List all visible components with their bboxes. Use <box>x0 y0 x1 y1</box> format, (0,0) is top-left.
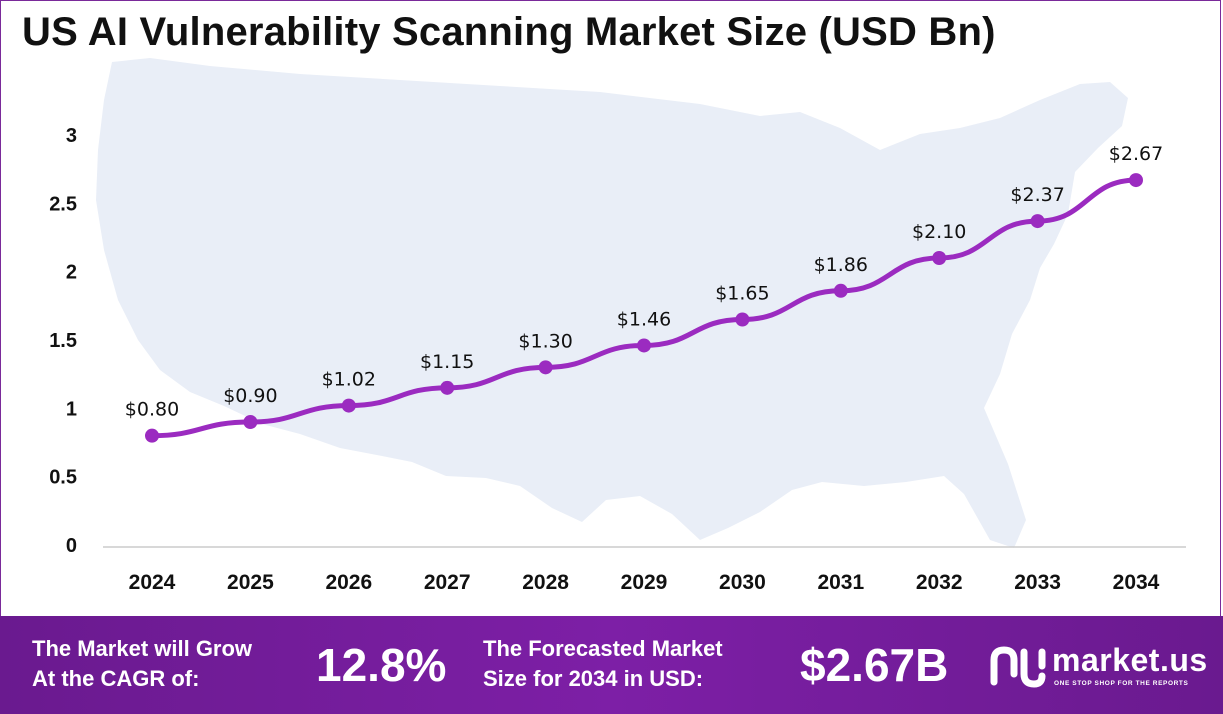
chart-area: 00.511.522.53 2024 2025 2026 2027 2028 2029 20… <box>49 58 1186 594</box>
market-us-logo[interactable]: market.us ONE STOP SHOP FOR THE REPORTS <box>988 640 1213 696</box>
y-tick-label: 2.5 <box>49 193 77 215</box>
data-label: $1.46 <box>617 308 671 330</box>
x-tick-label: 2026 <box>325 571 372 594</box>
x-tick-label: 2029 <box>621 571 668 594</box>
data-point <box>341 398 356 413</box>
logo-tagline: ONE STOP SHOP FOR THE REPORTS <box>1054 680 1189 687</box>
x-tick-label: 2028 <box>522 571 569 594</box>
data-point <box>538 360 553 375</box>
y-tick-label: 3 <box>66 125 77 147</box>
cagr-label: The Market will Grow At the CAGR of: <box>32 634 252 694</box>
cagr-value: 12.8% <box>316 639 447 691</box>
y-tick-label: 0 <box>66 535 77 557</box>
forecast-label: The Forecasted Market Size for 2034 in U… <box>483 634 723 694</box>
x-tick-label: 2031 <box>817 571 864 594</box>
footer-banner: The Market will Grow At the CAGR of: 12.… <box>0 616 1223 714</box>
x-axis-ticks: 2024 2025 2026 2027 2028 2029 2030 2031 2032 2033… <box>129 571 1160 594</box>
y-tick-label: 2 <box>66 262 77 284</box>
data-label: $1.86 <box>814 254 868 276</box>
data-label: $0.80 <box>125 399 179 421</box>
data-labels: $0.80 $0.90 $1.02 $1.15 $1.30 $1.46 $1.65 $1.86… <box>125 143 1163 421</box>
data-label: $2.67 <box>1109 143 1163 165</box>
x-tick-label: 2030 <box>719 571 766 594</box>
x-tick-label: 2032 <box>916 571 963 594</box>
chart-title: US AI Vulnerability Scanning Market Size… <box>22 10 996 54</box>
y-tick-label: 1 <box>66 398 77 420</box>
cagr-label-line1: The Market will Grow <box>32 636 253 661</box>
forecast-label-line1: The Forecasted Market <box>483 636 723 661</box>
x-tick-label: 2033 <box>1014 571 1061 594</box>
x-tick-label: 2024 <box>129 571 176 594</box>
series-line <box>149 177 1139 439</box>
data-point <box>440 380 455 395</box>
data-label: $1.30 <box>518 330 572 352</box>
data-point <box>1030 214 1045 229</box>
forecast-value: $2.67B <box>800 639 949 691</box>
data-point <box>637 338 651 353</box>
forecast-label-line2: Size for 2034 in USD: <box>483 666 704 691</box>
data-label: $1.65 <box>715 283 769 305</box>
y-tick-label: 1.5 <box>49 330 77 352</box>
us-map-background <box>96 58 1128 548</box>
y-axis-ticks: 0 0.5 1 1.5 2 2.5 3 <box>49 125 77 557</box>
y-tick-label: 0.5 <box>49 467 77 489</box>
data-point <box>735 312 750 327</box>
data-label: $0.90 <box>223 385 277 407</box>
cagr-label-line2: At the CAGR of: <box>32 666 200 691</box>
logo-text: market.us <box>1052 642 1208 678</box>
data-points <box>145 173 1143 443</box>
data-point <box>1129 173 1143 188</box>
x-tick-label: 2034 <box>1113 571 1160 594</box>
x-tick-label: 2027 <box>424 571 471 594</box>
data-label: $2.10 <box>912 221 966 243</box>
data-label: $1.15 <box>420 351 474 373</box>
logo-icon <box>990 646 1046 688</box>
data-point <box>932 251 947 265</box>
x-tick-label: 2025 <box>227 571 274 594</box>
data-point <box>243 415 258 429</box>
data-point <box>833 283 848 298</box>
data-point <box>145 428 159 443</box>
data-label: $2.37 <box>1010 184 1064 206</box>
data-label: $1.02 <box>322 369 376 391</box>
